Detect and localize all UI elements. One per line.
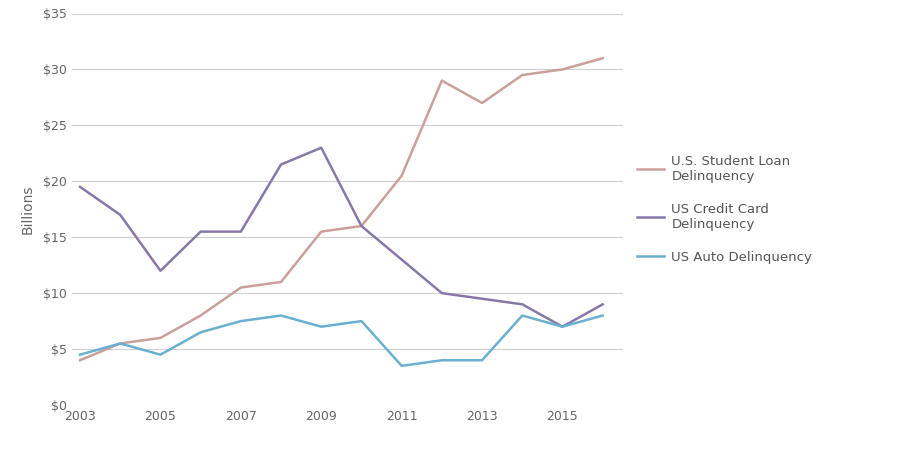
US Auto Delinquency <box>436 358 447 363</box>
US Auto Delinquency <box>275 313 286 318</box>
U.S. Student Loan
Delinquency <box>275 279 286 285</box>
US Auto Delinquency <box>195 329 206 335</box>
U.S. Student Loan
Delinquency <box>356 223 367 229</box>
U.S. Student Loan
Delinquency <box>396 173 407 178</box>
U.S. Student Loan
Delinquency <box>115 341 126 346</box>
Line: US Credit Card
Delinquency: US Credit Card Delinquency <box>80 148 603 327</box>
US Credit Card
Delinquency <box>275 162 286 167</box>
US Auto Delinquency <box>115 341 126 346</box>
US Credit Card
Delinquency <box>75 184 86 189</box>
US Auto Delinquency <box>396 363 407 369</box>
U.S. Student Loan
Delinquency <box>436 78 447 83</box>
US Credit Card
Delinquency <box>115 212 126 217</box>
US Auto Delinquency <box>557 324 568 329</box>
U.S. Student Loan
Delinquency <box>316 229 327 234</box>
US Credit Card
Delinquency <box>356 223 367 229</box>
US Credit Card
Delinquency <box>195 229 206 234</box>
Line: US Auto Delinquency: US Auto Delinquency <box>80 315 603 366</box>
US Credit Card
Delinquency <box>155 268 166 274</box>
U.S. Student Loan
Delinquency <box>155 335 166 341</box>
US Auto Delinquency <box>236 319 247 324</box>
U.S. Student Loan
Delinquency <box>557 67 568 72</box>
US Auto Delinquency <box>598 313 608 318</box>
Y-axis label: Billions: Billions <box>21 184 35 234</box>
US Auto Delinquency <box>517 313 527 318</box>
U.S. Student Loan
Delinquency <box>236 285 247 290</box>
US Auto Delinquency <box>155 352 166 357</box>
U.S. Student Loan
Delinquency <box>598 55 608 61</box>
US Credit Card
Delinquency <box>557 324 568 329</box>
US Credit Card
Delinquency <box>477 296 488 302</box>
U.S. Student Loan
Delinquency <box>477 100 488 106</box>
US Credit Card
Delinquency <box>517 302 527 307</box>
US Auto Delinquency <box>75 352 86 357</box>
US Credit Card
Delinquency <box>316 145 327 150</box>
U.S. Student Loan
Delinquency <box>195 313 206 318</box>
US Credit Card
Delinquency <box>396 257 407 262</box>
Legend: U.S. Student Loan
Delinquency, US Credit Card
Delinquency, US Auto Delinquency: U.S. Student Loan Delinquency, US Credit… <box>637 155 813 264</box>
US Credit Card
Delinquency <box>598 302 608 307</box>
Line: U.S. Student Loan
Delinquency: U.S. Student Loan Delinquency <box>80 58 603 360</box>
US Auto Delinquency <box>477 358 488 363</box>
U.S. Student Loan
Delinquency <box>75 358 86 363</box>
US Credit Card
Delinquency <box>436 290 447 296</box>
US Auto Delinquency <box>356 319 367 324</box>
US Credit Card
Delinquency <box>236 229 247 234</box>
U.S. Student Loan
Delinquency <box>517 72 527 78</box>
US Auto Delinquency <box>316 324 327 329</box>
